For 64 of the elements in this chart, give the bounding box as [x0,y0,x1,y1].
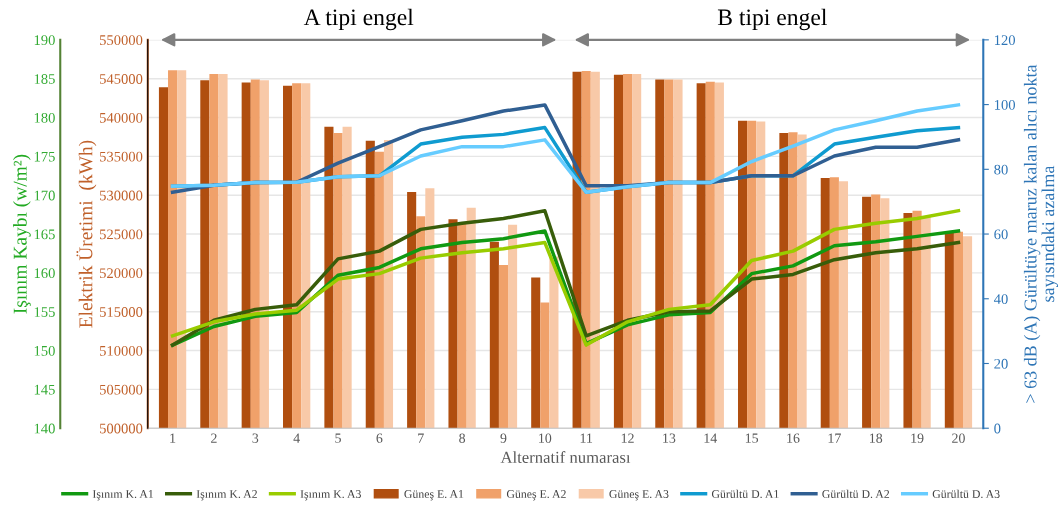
legend-label: Güneş E. A3 [609,490,669,501]
x-tick-label: 3 [252,433,259,443]
y2-axis-title: > 63 dB (A) Gürültüye maruz kalan alıcı nokta sayısındaki azalma [1023,64,1058,403]
y-tick-label: 520000 [99,268,143,279]
y3-tick-label: 170 [34,190,55,201]
x-tick-label: 15 [745,433,759,443]
x-tick-label: 16 [787,433,800,443]
y-axis-title: Elektrik Üretimi (kWh) [76,140,97,328]
x-tick-label: 11 [580,433,593,443]
y-tick-label: 515000 [99,307,143,317]
x-tick-label: 4 [293,433,300,443]
x-tick-label: 6 [376,433,383,443]
x-tick-label: 18 [870,433,883,443]
y-tick-label: 550000 [99,35,143,46]
y2-tick-label: 20 [994,358,1008,369]
y3-axis-title: Işınım Kaybı (w/m²) [13,154,31,314]
legend-label: Gürültü D. A1 [711,489,779,499]
legend-label: Güneş E. A2 [506,490,566,501]
y3-tick-label: 165 [34,229,55,240]
x-tick-label: 13 [663,433,676,443]
x-tick-label: 2 [211,433,217,443]
y-tick-label: 535000 [99,151,143,162]
y2-tick-label: 100 [994,99,1016,110]
y-tick-label: 525000 [99,229,143,240]
x-tick-label: 12 [621,433,634,443]
x-tick-label: 19 [911,433,924,443]
legend-label: Gürültü D. A2 [822,489,890,499]
y2-tick-label: 80 [994,164,1008,175]
legend-label: Işınım K. A3 [300,490,361,501]
x-tick-label: 10 [539,433,552,443]
legend-label: Gürültü D. A3 [932,489,1000,499]
x-tick-label: 1 [170,433,176,443]
x-tick-label: 9 [500,433,507,443]
legend-label: Işınım K. A1 [92,490,154,501]
y-tick-label: 500000 [99,423,143,434]
y2-tick-label: 0 [994,423,1001,434]
legend-label: Işınım K. A2 [196,490,257,501]
y3-tick-label: 140 [34,423,55,434]
x-tick-label: 7 [418,433,424,443]
y3-tick-label: 185 [34,74,55,84]
x-tick-label: 8 [459,433,466,443]
y-tick-label: 530000 [99,190,143,201]
x-tick-label: 17 [828,433,841,443]
y3-tick-label: 155 [34,307,55,317]
x-tick-label: 20 [952,433,965,443]
y3-tick-label: 175 [34,151,55,162]
y3-tick-label: 180 [34,112,55,123]
y3-tick-label: 190 [34,35,55,46]
x-tick-label: 14 [704,433,718,443]
y-tick-label: 540000 [99,112,143,123]
y2-tick-label: 40 [993,294,1008,304]
y-tick-label: 545000 [99,74,143,84]
x-tick-label: 5 [335,433,341,443]
text: B tipi engel [717,8,827,31]
legend-label: Güneş E. A1 [404,490,464,501]
y2-tick-label: 120 [994,35,1016,46]
y-tick-label: 505000 [99,384,143,395]
text: A tipi engel [303,8,414,31]
y3-tick-label: 160 [34,268,55,279]
y3-tick-label: 145 [34,384,55,395]
y3-tick-label: 150 [34,345,55,356]
y2-tick-label: 60 [994,229,1008,240]
y-tick-label: 510000 [99,345,143,356]
x-axis-title: Alternatif numarası [500,451,631,463]
